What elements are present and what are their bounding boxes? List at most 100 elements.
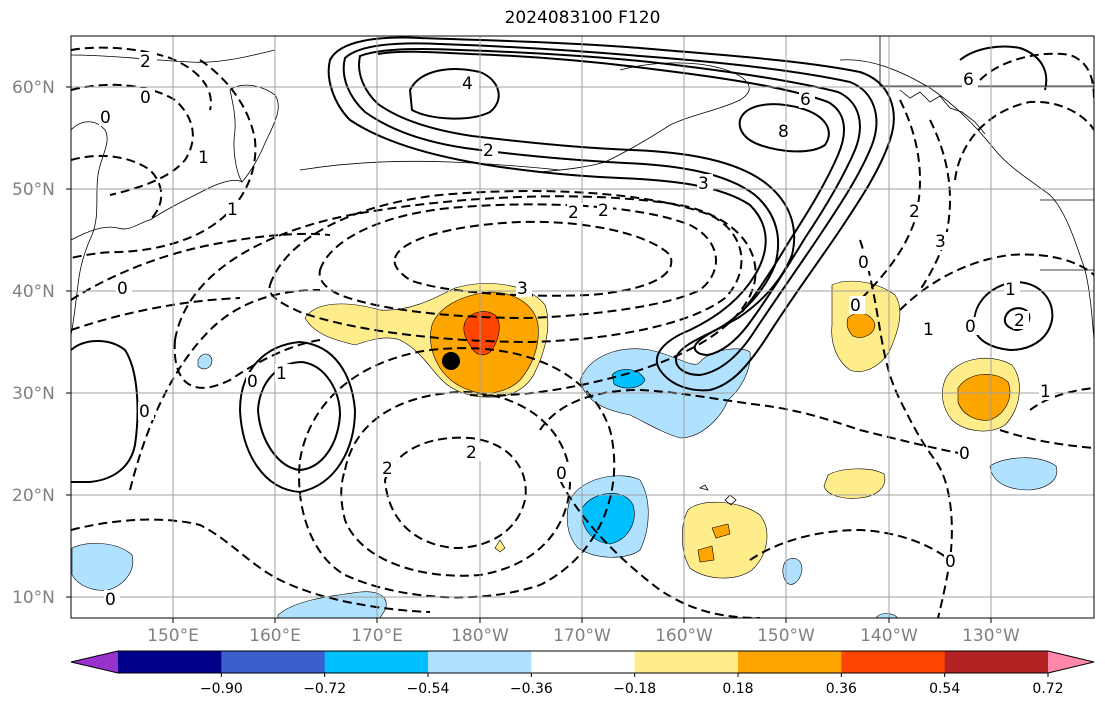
colorbar-extend-low [71, 651, 118, 673]
contour-dash-0-west2 [129, 289, 321, 491]
colorbar-tick-label: 0.36 [826, 681, 857, 697]
contour-dash-1 [174, 195, 757, 397]
lon-label: 160°E [249, 626, 301, 646]
colorbar: −0.90 −0.72 −0.54 −0.36 −0.18 0.18 0.36 0.54 0.7… [70, 650, 1095, 697]
contour-label: 1 [276, 364, 287, 384]
coast-nw-america [839, 59, 1094, 341]
contour-8 [738, 103, 830, 153]
contour-dash-0-b [71, 297, 241, 331]
lon-label: 160°W [655, 626, 713, 646]
graticule [71, 36, 1094, 618]
lon-label: 170°W [553, 626, 611, 646]
contour-label: 2 [1014, 311, 1025, 331]
contour-dash-2-ne [859, 99, 921, 301]
contour-label: 2 [382, 459, 393, 479]
colorbar-bin [634, 651, 739, 673]
contour-label: 0 [117, 279, 128, 299]
contour-label: 6 [800, 90, 811, 110]
contour-label: 3 [698, 174, 709, 194]
contour-label: 2 [598, 201, 609, 221]
colorbar-outline [70, 650, 1095, 674]
shade-lightblue-island [782, 557, 803, 585]
shade-lightblue-speck [197, 353, 213, 370]
contour-label: 8 [778, 122, 789, 142]
lat-label: 20°N [12, 486, 55, 506]
colorbar-tick-label: −0.90 [200, 681, 243, 697]
shade-yellow-tiny [494, 539, 506, 553]
contour-label: 0 [945, 552, 956, 572]
lat-label: 60°N [12, 78, 55, 98]
shade-blue-central [611, 369, 646, 389]
lon-label: 140°W [860, 626, 918, 646]
lat-label: 30°N [12, 384, 55, 404]
contour-label: 1 [923, 320, 934, 340]
negative-shading [71, 348, 1058, 618]
colorbar-bin [944, 651, 1049, 673]
contour-dash-0 [71, 232, 331, 301]
lon-label: 150°E [147, 626, 199, 646]
colorbar-tick-label: 0.54 [929, 681, 960, 697]
border-lines [879, 36, 1094, 271]
contour-4 [408, 68, 500, 120]
lon-label: 170°E [351, 626, 403, 646]
lat-label: 40°N [12, 282, 55, 302]
shade-orange-south-b [697, 545, 715, 563]
lon-label: 180°W [451, 626, 509, 646]
coast-asia-top [71, 49, 276, 63]
colorbar-tick-label: −0.36 [510, 681, 553, 697]
contour-ridge-4 [377, 50, 845, 313]
contour-label: 0 [850, 296, 861, 316]
lat-label: 10°N [12, 588, 55, 608]
contour-ne-2 [959, 45, 1048, 91]
shade-yellow-south [681, 501, 768, 579]
contour-label: 0 [139, 402, 150, 422]
contour-dash-2b [268, 190, 743, 344]
colorbar-bin [531, 651, 636, 673]
contour-label: 3 [935, 232, 946, 252]
contour-label: 0 [100, 108, 111, 128]
contour-label: 0 [105, 590, 116, 610]
contour-1-west [238, 340, 357, 494]
contour-label: 2 [466, 443, 477, 463]
contour-dash-0-west [71, 518, 431, 613]
contour-dash-1-east2 [1029, 387, 1094, 411]
contour-dash-top-w2 [71, 83, 194, 196]
latitude-labels: 60°N 50°N 40°N 30°N 20°N 10°N [12, 78, 55, 608]
contour-label: 4 [462, 74, 473, 94]
contour-label: 3 [517, 279, 528, 299]
contour-label: 1 [1040, 382, 1051, 402]
colorbar-extend-high [1048, 651, 1094, 673]
contour-ridge-1 [327, 36, 895, 392]
contour-dash-2a [318, 203, 717, 320]
dashed-contours [71, 46, 1094, 618]
shade-orange-far-east [957, 374, 1011, 421]
contour-dash-0-sw2 [559, 479, 761, 618]
storm-center-marker [442, 352, 460, 370]
colorbar-bin [324, 651, 429, 673]
map-title: 2024083100 F120 [504, 8, 661, 28]
colorbar-bin [118, 651, 222, 673]
contour-label: 0 [247, 372, 258, 392]
contour-dash-bottom-east [749, 528, 951, 561]
contour-dash-0-south [298, 347, 616, 599]
contour-label: 0 [965, 317, 976, 337]
solid-contours [71, 36, 1054, 494]
colorbar-tick-label: −0.18 [613, 681, 656, 697]
contour-label: 2 [909, 202, 920, 222]
positive-shading [304, 280, 1020, 579]
colorbar-bin [738, 651, 842, 673]
contour-label: 1 [1005, 280, 1016, 300]
coast-japan [71, 219, 151, 241]
coast-aleutian [299, 160, 561, 171]
coast-alaska [539, 62, 750, 173]
contour-dash-right-bottom [999, 429, 1094, 449]
contour-label: 0 [959, 444, 970, 464]
colorbar-bin [428, 651, 532, 673]
contour-1-east [973, 280, 1054, 352]
shade-lightblue-ne [989, 457, 1058, 491]
contour-label: 2 [568, 203, 579, 223]
coast-bc-islands [899, 89, 986, 135]
shade-lightblue-west [71, 543, 134, 591]
contour-dash-ne-big [979, 52, 1094, 101]
contour-dash-3 [393, 220, 673, 297]
